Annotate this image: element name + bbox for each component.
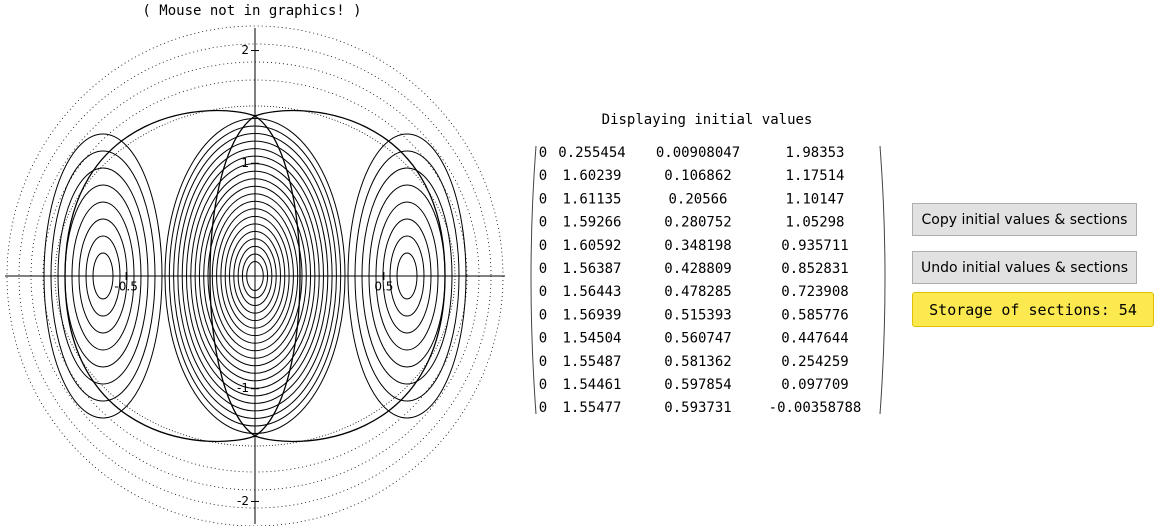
- matrix-cell: 0.515393: [664, 307, 731, 323]
- matrix-paren-right: [879, 145, 886, 415]
- matrix-cell: 0: [539, 168, 547, 184]
- y-tick-label: 1: [241, 156, 249, 170]
- matrix-cell: 0.428809: [664, 261, 731, 277]
- matrix-cell: 0: [539, 331, 547, 347]
- matrix-cell: 0: [539, 354, 547, 370]
- matrix-cell: 0.20566: [668, 191, 727, 207]
- matrix-cell: 0.254259: [781, 354, 848, 370]
- matrix-paren-left: [530, 145, 537, 415]
- matrix-cell: 1.61135: [562, 191, 621, 207]
- matrix-cell: 0: [539, 307, 547, 323]
- matrix-cell: 1.60239: [562, 168, 621, 184]
- matrix-cell: 1.10147: [785, 191, 844, 207]
- matrix-cell: 1.56387: [562, 261, 621, 277]
- undo-button[interactable]: Undo initial values & sections: [912, 251, 1137, 284]
- matrix-cell: 1.55477: [562, 400, 621, 416]
- matrix-cell: 0: [539, 377, 547, 393]
- y-tick-label: -2: [237, 494, 249, 508]
- status-text: ( Mouse not in graphics! ): [142, 3, 361, 19]
- matrix-cell: 1.59266: [562, 215, 621, 231]
- matrix-cell: 0: [539, 400, 547, 416]
- matrix-cell: 0.585776: [781, 307, 848, 323]
- matrix-cell: 1.05298: [785, 215, 844, 231]
- storage-indicator: Storage of sections: 54: [912, 292, 1154, 327]
- matrix-title: Displaying initial values: [602, 112, 813, 128]
- x-tick-label: -0.5: [114, 280, 137, 294]
- x-tick-label: 0.5: [374, 280, 393, 294]
- matrix-cell: 0: [539, 191, 547, 207]
- y-tick-label: -1: [237, 381, 249, 395]
- matrix-cell: 0: [539, 238, 547, 254]
- matrix-cell: 0: [539, 145, 547, 161]
- matrix-cell: 0.935711: [781, 238, 848, 254]
- copy-button[interactable]: Copy initial values & sections: [912, 203, 1137, 236]
- matrix-cell: -0.00358788: [769, 400, 862, 416]
- matrix-cell: 0.00908047: [656, 145, 740, 161]
- matrix-cell: 0.106862: [664, 168, 731, 184]
- matrix-cell: 0: [539, 215, 547, 231]
- y-tick-label: 2: [241, 43, 249, 57]
- matrix-cell: 0.581362: [664, 354, 731, 370]
- matrix-cell: 0.447644: [781, 331, 848, 347]
- matrix-cell: 1.54504: [562, 331, 621, 347]
- matrix-cell: 1.60592: [562, 238, 621, 254]
- matrix-cell: 1.55487: [562, 354, 621, 370]
- matrix-cell: 1.56443: [562, 284, 621, 300]
- matrix-cell: 0: [539, 261, 547, 277]
- matrix-cell: 0.478285: [664, 284, 731, 300]
- matrix-cell: 0.280752: [664, 215, 731, 231]
- matrix-cell: 0.255454: [558, 145, 625, 161]
- matrix-cell: 0.097709: [781, 377, 848, 393]
- matrix-cell: 0.560747: [664, 331, 731, 347]
- matrix-cell: 1.98353: [785, 145, 844, 161]
- matrix-cell: 0: [539, 284, 547, 300]
- matrix-cell: 0.593731: [664, 400, 731, 416]
- matrix-cell: 0.852831: [781, 261, 848, 277]
- matrix-cell: 0.723908: [781, 284, 848, 300]
- matrix-cell: 0.597854: [664, 377, 731, 393]
- matrix-cell: 0.348198: [664, 238, 731, 254]
- matrix-cell: 1.56939: [562, 307, 621, 323]
- matrix-cell: 1.17514: [785, 168, 844, 184]
- matrix-cell: 1.54461: [562, 377, 621, 393]
